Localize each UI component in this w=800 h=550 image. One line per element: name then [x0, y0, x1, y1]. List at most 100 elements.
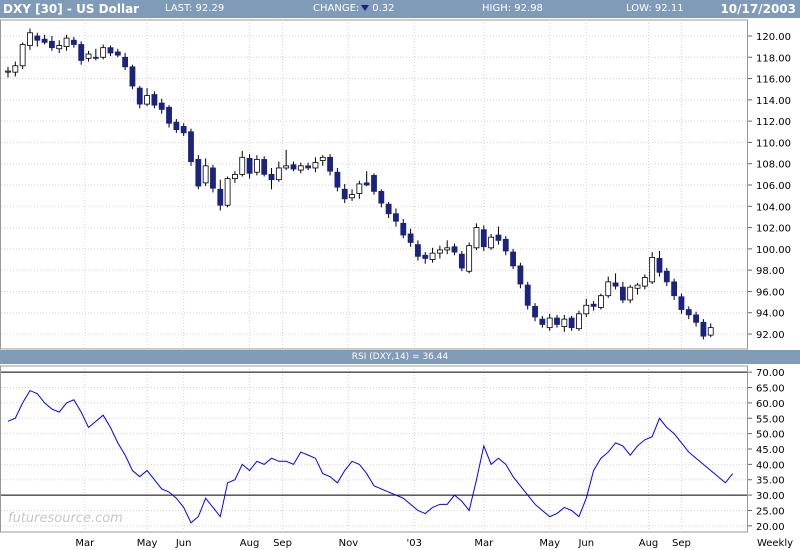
candle-body [56, 45, 63, 50]
candle-body [210, 167, 216, 189]
candle-body [532, 305, 538, 318]
candle-body [707, 327, 714, 336]
rsi-tick-label: 30.00 [756, 491, 785, 502]
price-tick-label: 120.00 [756, 32, 791, 43]
candle-body [641, 277, 648, 287]
candle-body [671, 281, 678, 297]
candle-body [700, 321, 707, 337]
candle-body [429, 252, 436, 260]
candle-body [100, 47, 107, 58]
candle-body [363, 182, 370, 186]
candle-body [583, 304, 590, 315]
candle-body [173, 121, 180, 131]
candle-body [202, 165, 209, 184]
high-price: HIGH: 92.98 [482, 3, 543, 14]
candle-body [495, 234, 502, 241]
candle-body [129, 66, 136, 87]
candle-body [356, 183, 363, 194]
x-axis-label: Aug [240, 538, 260, 549]
candle-body [268, 173, 275, 181]
price-tick-label: 92.00 [756, 330, 785, 341]
candle-body [466, 245, 473, 272]
price-tick-label: 116.00 [756, 75, 791, 86]
x-axis-label: Jun [577, 538, 594, 549]
candle-body [319, 156, 326, 161]
rsi-tick-label: 50.00 [756, 430, 785, 441]
rsi-title: RSI (DXY,14) = 36.44 [0, 350, 800, 364]
candle-body [436, 249, 443, 254]
candle-body [334, 171, 341, 188]
candle-body [444, 247, 451, 251]
price-tick-label: 114.00 [756, 96, 791, 107]
candle-body [458, 253, 465, 269]
candle-body [554, 317, 560, 325]
quote-header: DXY [30] - US Dollar LAST: 92.29 CHANGE:… [0, 0, 800, 18]
candle-body [41, 38, 48, 43]
candle-body [561, 318, 568, 327]
candle-body [663, 270, 670, 283]
x-axis-label: '03 [407, 538, 422, 549]
price-tick-label: 112.00 [756, 117, 791, 128]
candle-body [656, 258, 663, 273]
last-price: LAST: 92.29 [165, 3, 225, 14]
candle-body [510, 251, 516, 267]
candle-body [678, 296, 685, 310]
price-tick-label: 96.00 [756, 287, 785, 298]
candle-body [341, 188, 348, 200]
candle-body [261, 159, 268, 175]
x-axis-label: Nov [339, 538, 359, 549]
candle-body [407, 233, 414, 243]
price-tick-label: 98.00 [756, 266, 785, 277]
candle-body [85, 53, 92, 59]
down-triangle-icon [361, 5, 370, 11]
candle-body [502, 238, 509, 252]
candle-body [19, 44, 26, 67]
rsi-chart: 70.00 65.00 60.00 55.00 50.00 45.00 40.00 35.00… [0, 365, 793, 549]
candle-body [627, 286, 634, 301]
candle-body [693, 314, 699, 323]
x-axis-label: Mar [75, 538, 95, 549]
price-tick-label: 94.00 [756, 309, 785, 320]
candle-body [568, 317, 575, 329]
rsi-tick-label: 25.00 [756, 506, 785, 517]
change-value: 0.32 [372, 3, 395, 14]
candle-body [619, 286, 626, 301]
candle-body [195, 159, 202, 187]
candle-body [400, 222, 407, 236]
candle-body [524, 284, 531, 306]
candle-body [275, 167, 282, 181]
rsi-tick-label: 70.00 [756, 368, 785, 379]
price-chart: 120.00 118.00 116.00 114.00 112.00 110.00 108.… [0, 19, 791, 350]
candle-body [473, 227, 480, 249]
candle-body [49, 40, 55, 49]
quote-date: 10/17/2003 [720, 2, 796, 16]
candle-body [378, 190, 385, 204]
low-price: LOW: 92.11 [626, 3, 684, 14]
candle-body [188, 131, 194, 162]
x-axis-label: Sep [273, 538, 292, 549]
candle-body [371, 175, 377, 192]
change-group: CHANGE: 0.32 [313, 3, 395, 14]
x-axis-label: Jun [175, 538, 192, 549]
x-axis-label: Aug [639, 538, 659, 549]
candle-body [305, 165, 312, 169]
candle-body [422, 254, 429, 259]
rsi-tick-label: 60.00 [756, 399, 785, 410]
rsi-series-line [7, 389, 734, 524]
candle-body [144, 95, 150, 105]
candle-body [12, 65, 19, 73]
rsi-tick-label: 45.00 [756, 445, 785, 456]
candle-body [70, 39, 77, 45]
change-label: CHANGE: [313, 3, 360, 14]
rsi-tick-label: 40.00 [756, 460, 785, 471]
candle-body [393, 213, 399, 222]
candle-body [5, 70, 11, 73]
candle-body [612, 282, 619, 287]
candle-body [158, 102, 165, 110]
candle-body [290, 164, 297, 170]
rsi-tick-label: 55.00 [756, 414, 785, 425]
candle-body [217, 188, 224, 206]
price-tick-label: 108.00 [756, 160, 791, 171]
candle-body [685, 309, 692, 316]
